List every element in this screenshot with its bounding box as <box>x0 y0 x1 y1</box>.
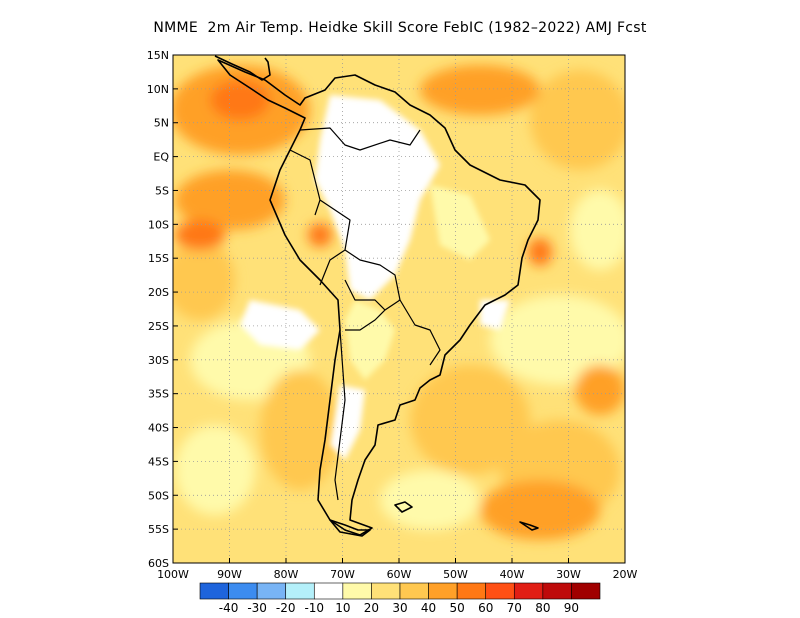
legend-label: -30 <box>247 601 267 615</box>
page-title: NMME 2m Air Temp. Heidke Skill Score Feb… <box>153 20 647 36</box>
legend-swatch <box>571 582 601 600</box>
legend-swatch <box>542 582 572 600</box>
legend-label: 60 <box>478 601 493 615</box>
south-georgia-island <box>519 521 539 531</box>
lat-tick-label: 20S <box>148 286 169 299</box>
lat-tick-label: 25S <box>148 320 169 333</box>
lat-tick-label: 5S <box>155 184 169 197</box>
lon-tick-label: 100W <box>157 568 189 581</box>
lat-tick-label: 40S <box>148 422 169 435</box>
legend-swatch <box>228 582 258 600</box>
legend-swatch <box>513 582 544 600</box>
legend-swatch <box>456 582 487 600</box>
tierra-del-fuego <box>329 519 371 537</box>
legend-swatch <box>285 582 315 600</box>
latitude-axis: 15N 10N 5N EQ 5S 10S 15S 20S 25S 30S 35S 40S 45S 50S 5… <box>147 49 178 570</box>
lon-tick-label: 60W <box>387 568 412 581</box>
legend-label: 70 <box>507 601 522 615</box>
lat-tick-label: 35S <box>148 388 169 401</box>
lat-tick-label: 5N <box>154 117 169 130</box>
falkland-islands <box>394 501 413 513</box>
lat-tick-label: 10S <box>148 218 169 231</box>
legend-swatch <box>399 582 429 600</box>
lat-tick-label: 45S <box>148 455 169 468</box>
coastlines <box>214 55 541 537</box>
lat-tick-label: 30S <box>148 354 169 367</box>
legend-swatch <box>199 582 229 600</box>
legend-swatch <box>371 582 401 600</box>
lon-tick-label: 80W <box>274 568 299 581</box>
legend-label: 30 <box>392 601 407 615</box>
lat-tick-label: 15S <box>148 252 169 265</box>
legend-swatch <box>256 582 287 600</box>
legend-label: 90 <box>564 601 579 615</box>
lat-tick-label: EQ <box>153 151 169 164</box>
lon-tick-label: 20W <box>613 568 638 581</box>
central-america-coast <box>214 55 271 81</box>
legend-label: 50 <box>450 601 465 615</box>
legend-swatch <box>485 582 515 600</box>
legend-swatch <box>342 582 372 600</box>
legend-label: 40 <box>421 601 436 615</box>
legend-label: 10 <box>335 601 350 615</box>
lat-tick-label: 50S <box>148 489 169 502</box>
longitude-axis: 100W 90W 80W 70W 60W 50W 40W 30W 20W <box>157 558 638 581</box>
lon-tick-label: 30W <box>556 568 581 581</box>
lat-tick-label: 55S <box>148 523 169 536</box>
lon-tick-label: 90W <box>217 568 242 581</box>
legend-label: -10 <box>304 601 324 615</box>
plot-area <box>173 55 625 563</box>
lat-tick-label: 10N <box>147 83 169 96</box>
lon-tick-label: 40W <box>500 568 525 581</box>
color-legend: -40 -30 -20 -10 10 20 30 40 50 60 70 80 90 <box>199 582 601 615</box>
lat-tick-label: 60S <box>148 557 169 570</box>
legend-swatch <box>313 582 344 600</box>
legend-swatch <box>428 582 458 600</box>
lon-tick-label: 50W <box>443 568 468 581</box>
legend-label: -40 <box>219 601 239 615</box>
lat-tick-label: 15N <box>147 49 169 62</box>
legend-label: -20 <box>276 601 296 615</box>
lon-tick-label: 70W <box>330 568 355 581</box>
grid-lines <box>173 55 625 563</box>
south-america-coast <box>217 59 541 536</box>
legend-label: 80 <box>535 601 550 615</box>
country-borders <box>289 127 441 501</box>
legend-label: 20 <box>364 601 379 615</box>
